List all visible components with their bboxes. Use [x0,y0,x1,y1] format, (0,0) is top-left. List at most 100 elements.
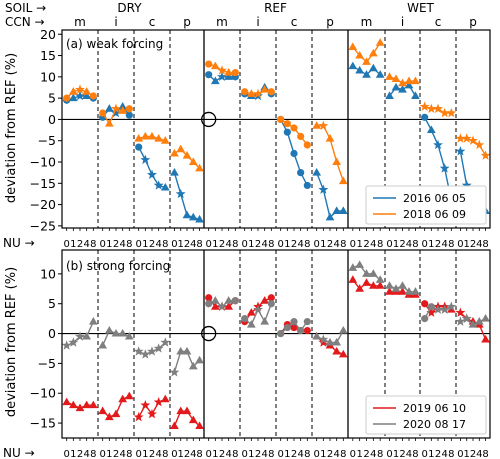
data-point [455,146,466,156]
nu-tick-label: 0 [99,239,105,250]
data-point [182,406,192,415]
nu-tick-label: 8 [162,449,168,459]
y-tick-label: 10 [40,69,56,84]
nu-tick-label: 0 [277,239,283,250]
data-point [474,317,484,325]
data-point [170,168,179,176]
data-point [267,300,275,308]
nu-tick-label: 1 [464,449,470,459]
data-point [455,307,466,317]
legend-entry: 2020 08 17 [403,418,466,431]
nu-tick-label: 2 [470,239,476,250]
data-point [290,323,298,332]
axes-frame [61,249,491,439]
nu-tick-label: 4 [406,239,412,250]
data-point [461,133,472,143]
ccn-header-i: i [114,15,117,29]
data-point [140,154,151,165]
nu-tick-label: 1 [428,449,434,459]
nu-tick-label: 4 [370,449,376,459]
nu-tick-label: 8 [482,449,488,459]
data-point [332,206,342,214]
nu-tick-label: 0 [63,449,69,459]
data-point [433,103,443,113]
data-point [297,169,305,177]
y-tick-label: −10 [30,386,56,401]
nu-tick-label: 4 [225,239,231,250]
y-tick-label: −15 [30,176,56,191]
data-point [118,102,128,110]
nu-tick-label: 0 [205,449,211,459]
data-point [246,89,256,97]
nu-tick-label: 0 [135,239,141,250]
data-point [195,163,204,172]
nu-tick-label: 0 [99,449,105,459]
legend-b: 2019 06 10 2020 08 17 [365,395,487,435]
data-point [421,113,429,121]
data-point [290,318,298,326]
nu-tick-label: 8 [412,239,418,250]
data-point [468,320,478,328]
nu-tick-label: 8 [448,449,454,459]
data-point [205,300,213,308]
nu-tick-label: 1 [106,239,112,250]
nu-tick-label: 0 [421,449,427,459]
data-point [419,101,430,111]
data-point [75,90,85,101]
ccn-header-i: i [256,15,259,29]
data-point [104,119,114,127]
data-point [118,394,128,403]
data-point [63,94,71,102]
data-point [118,328,128,337]
data-point [446,107,457,118]
nu-tick-label: 1 [248,449,254,459]
nu-tick-label: 0 [350,239,356,250]
data-point [375,275,385,283]
data-point [332,337,342,346]
nu-tick-label: 0 [241,239,247,250]
nu-tick-label: 2 [149,239,155,250]
nu-tick-label: 2 [219,449,225,459]
legend-entry: 2018 06 09 [403,208,466,221]
data-point [104,104,114,112]
nu-tick-label: 8 [162,239,168,250]
panel-a-title: (a) weak forcing [66,37,163,51]
data-point [355,50,365,59]
data-point [348,42,358,51]
nu-tick-label: 4 [297,449,303,459]
nu-tick-label: 8 [304,449,310,459]
nu-tick-label: 2 [291,239,297,250]
y-tick-label: 0 [48,112,56,127]
data-point [147,408,157,419]
data-point [398,281,407,289]
y-tick-label: −25 [30,218,56,233]
ccn-header-c: c [435,15,442,29]
nu-tick-label: 4 [119,449,125,459]
nu-tick-label: 8 [196,239,202,250]
data-point [368,63,378,72]
nu-tick-label: 4 [155,449,161,459]
data-point [260,85,270,93]
nu-tick-label: 4 [225,449,231,459]
data-point [68,337,79,347]
ccn-header-p: p [183,15,191,29]
data-point [133,346,144,356]
nu-tick-label: 8 [340,239,346,250]
data-point [140,131,150,140]
series-line [316,172,344,219]
ccn-header-p: p [469,15,477,29]
soil-header-ref: REF [264,1,287,15]
nu-tick-label: 2 [327,449,333,459]
axes-frame [61,29,491,229]
data-point [68,93,78,102]
data-point [99,109,107,117]
nu-tick-label: 0 [241,449,247,459]
data-point [303,141,311,149]
data-point [124,391,134,400]
soil-header-label: SOIL → [5,1,46,15]
data-point [439,163,450,173]
nu-bottom-axis-label: NU → [3,446,35,459]
nu-tick-label: 1 [356,449,362,459]
data-point [98,340,108,349]
